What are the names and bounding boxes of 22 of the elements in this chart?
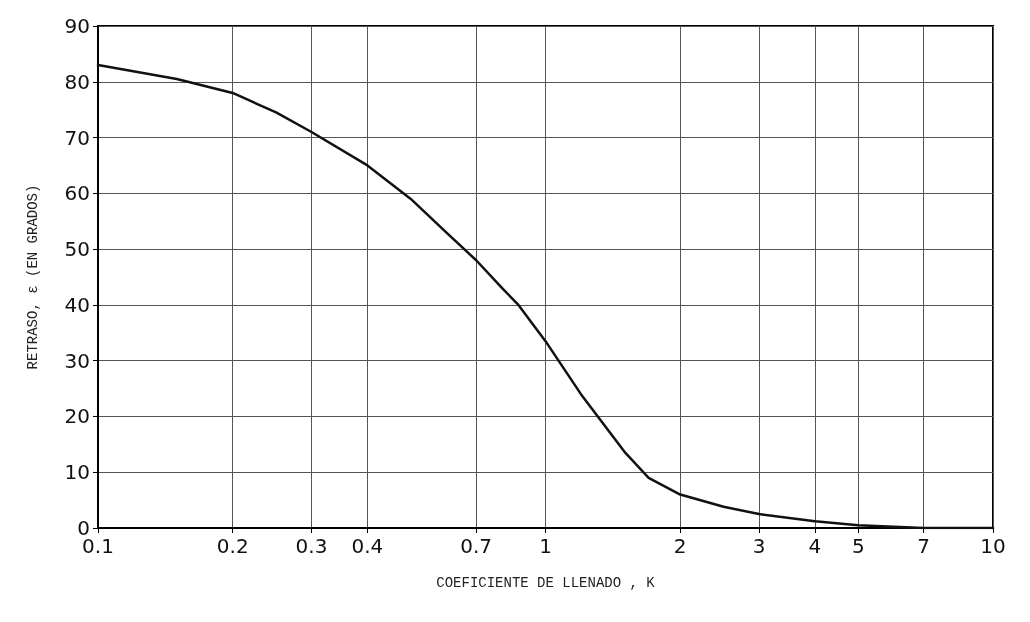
x-tick-label: 0.2: [216, 534, 249, 558]
x-axis-title: COEFICIENTE DE LLENADO , K: [436, 575, 656, 591]
y-tick-label: 30: [64, 348, 90, 373]
x-tick-label: 2: [673, 534, 687, 558]
x-tick-label: 0.7: [460, 534, 493, 558]
y-tick-label: 60: [64, 181, 90, 206]
x-tick-label: 0.4: [351, 534, 384, 558]
y-tick-label: 90: [64, 14, 90, 38]
x-tick-label: 3: [752, 534, 766, 558]
x-tick-label: 7: [917, 534, 931, 558]
x-tick-label: 0.3: [295, 534, 328, 558]
x-tick-label: 4: [808, 534, 822, 558]
y-tick-label: 50: [64, 237, 90, 262]
y-tick-label: 80: [64, 69, 90, 94]
y-tick-label: 40: [64, 292, 90, 317]
x-tick-label: 10: [980, 534, 1006, 558]
y-tick-label: 20: [64, 404, 90, 429]
x-tick-label: 5: [851, 534, 865, 558]
y-tick-label: 70: [64, 125, 90, 150]
y-axis-title: RETRASO, ε (EN GRADOS): [25, 184, 41, 370]
y-tick-label: 10: [64, 460, 90, 485]
x-tick-label: 1: [539, 534, 552, 558]
